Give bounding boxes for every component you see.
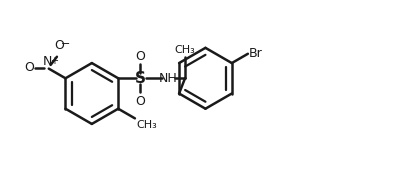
- Text: CH₃: CH₃: [175, 45, 196, 55]
- Text: S: S: [135, 71, 146, 86]
- Text: O: O: [136, 50, 145, 63]
- Text: CH₃: CH₃: [136, 120, 157, 130]
- Text: O: O: [24, 61, 34, 74]
- Text: −: −: [61, 39, 70, 50]
- Text: O: O: [54, 39, 64, 52]
- Text: N: N: [43, 55, 52, 68]
- Text: O: O: [136, 95, 145, 108]
- Text: +: +: [49, 56, 57, 66]
- Text: Br: Br: [249, 47, 263, 60]
- Text: NH: NH: [159, 72, 178, 85]
